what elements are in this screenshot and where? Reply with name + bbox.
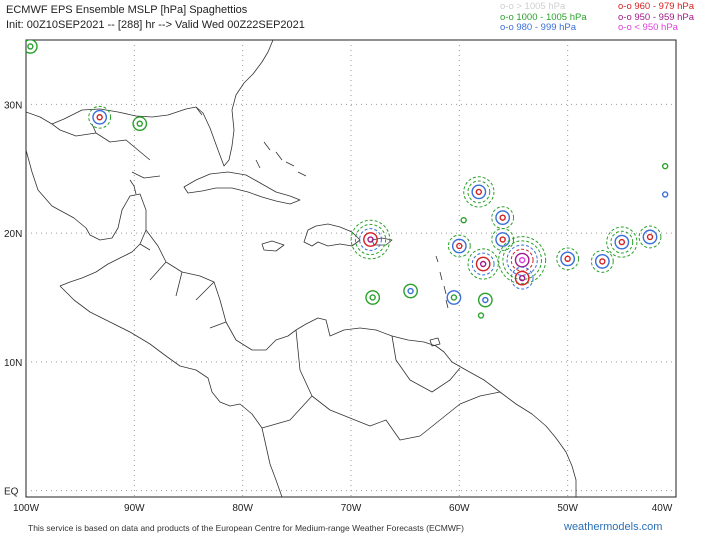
ensemble-member-ring [560, 251, 576, 267]
ensemble-member-ring [614, 234, 630, 250]
ensemble-member-ring [365, 290, 381, 305]
ensemble-member-ring [499, 214, 506, 221]
ensemble-member-ring [451, 238, 467, 254]
ensemble-member-ring [359, 228, 382, 251]
ensemble-member-ring [661, 191, 669, 198]
ensemble-member-ring [354, 223, 387, 256]
ensemble-member-ring [638, 225, 662, 249]
lon-tick-label: 60W [449, 503, 470, 514]
ensemble-member-ring [556, 247, 580, 271]
ensemble-member-ring [479, 260, 487, 268]
footer-credit: This service is based on data and produc… [28, 523, 464, 533]
ensemble-member-ring [564, 255, 571, 263]
map-frame [25, 39, 677, 498]
ensemble-member-ring [463, 176, 495, 208]
ensemble-member-ring [482, 296, 489, 304]
ensemble-member-ring [132, 116, 148, 132]
legend-item-950-959: o-o 950 - 959 hPa [618, 11, 695, 23]
ensemble-member-ring [518, 256, 526, 264]
longitude-labels: 100W 90W 80W 70W 60W 50W 40W [13, 503, 673, 514]
lon-tick-label: 50W [557, 503, 578, 514]
legend-item-960-979: o-o 960 - 979 hPa [618, 1, 695, 12]
ensemble-member-ring [606, 226, 638, 258]
ensemble-member-ring [495, 210, 511, 226]
ensemble-member-ring [88, 105, 112, 129]
ensemble-member-ring [403, 283, 418, 299]
ensemble-member-ring [646, 233, 654, 241]
ensemble-member-ring [477, 312, 485, 319]
ensemble-member-ring [450, 294, 458, 301]
ensemble-member-ring [518, 274, 526, 282]
ensemble-member-ring [92, 109, 108, 125]
ensemble-member-ring [661, 162, 669, 170]
ensemble-member-ring [506, 244, 538, 276]
ensemble-member-ring [136, 120, 143, 127]
site-link[interactable]: weathermodels.com [564, 521, 663, 533]
coastlines [26, 40, 577, 497]
title-line-2: Init: 00Z10SEP2021 -- [288] hr --> Valid… [6, 19, 305, 31]
ensemble-member-ring [491, 228, 515, 251]
lat-tick-label: EQ [4, 487, 19, 498]
legend-item-980-999: o-o 980 - 999 hPa [500, 22, 577, 33]
ensemble-member-ring [502, 240, 542, 280]
ensemble-member-ring [594, 254, 610, 269]
lon-tick-label: 90W [124, 503, 145, 514]
ensemble-member-ring [514, 270, 530, 286]
gridlines [26, 40, 676, 497]
ensemble-member-ring [590, 250, 614, 273]
latitude-labels: 30N 20N 10N EQ [4, 100, 22, 497]
ensemble-member-ring [477, 292, 493, 308]
ensemble-rings [26, 40, 669, 319]
ensemble-member-ring [471, 252, 495, 276]
lat-tick-label: 30N [4, 100, 22, 111]
legend-item-1000-1005: o-o 1000 - 1005 hPa [500, 11, 587, 23]
ensemble-member-ring [475, 256, 491, 272]
ensemble-member-ring [447, 234, 471, 258]
legend-item-gt1005: o-o > 1005 hPa [500, 1, 566, 12]
ensemble-member-ring [96, 114, 103, 121]
ensemble-member-ring [456, 242, 463, 250]
ensemble-member-ring [407, 287, 414, 295]
legend-left: o-o > 1005 hPa o-o 1000 - 1005 hPa o-o 9… [500, 1, 587, 34]
ensemble-member-ring [467, 248, 499, 280]
chart-title: ECMWF EPS Ensemble MSLP [hPa] Spaghettio… [6, 3, 305, 33]
lat-tick-label: 10N [4, 358, 22, 369]
ensemble-member-ring [367, 236, 374, 243]
lon-tick-label: 100W [13, 503, 40, 514]
ensemble-member-ring [618, 238, 626, 246]
ensemble-member-ring [475, 188, 483, 196]
ensemble-member-ring [471, 184, 487, 200]
ensemble-member-ring [460, 217, 467, 224]
ensemble-member-ring [363, 232, 378, 247]
legend-right: o-o 960 - 979 hPa o-o 950 - 959 hPa o-o … [618, 1, 695, 34]
ensemble-member-ring [498, 236, 547, 285]
title-line-1: ECMWF EPS Ensemble MSLP [hPa] Spaghettio… [6, 4, 248, 16]
ensemble-member-ring [510, 266, 534, 290]
ensemble-member-ring [599, 258, 606, 265]
ensemble-member-ring [610, 230, 634, 254]
ensemble-member-ring [446, 290, 462, 305]
lon-tick-label: 70W [341, 503, 362, 514]
ensemble-member-ring [499, 236, 506, 243]
ensemble-member-ring [467, 180, 491, 204]
ensemble-member-ring [369, 294, 376, 301]
ensemble-member-ring [27, 43, 34, 50]
legend-item-lt950: o-o < 950 hPa [618, 22, 678, 33]
ensemble-member-ring [26, 40, 38, 54]
lon-tick-label: 40W [652, 503, 673, 514]
lon-tick-label: 80W [232, 503, 253, 514]
lat-tick-label: 20N [4, 229, 22, 240]
ensemble-member-ring [642, 229, 658, 245]
ensemble-member-ring [350, 219, 391, 260]
